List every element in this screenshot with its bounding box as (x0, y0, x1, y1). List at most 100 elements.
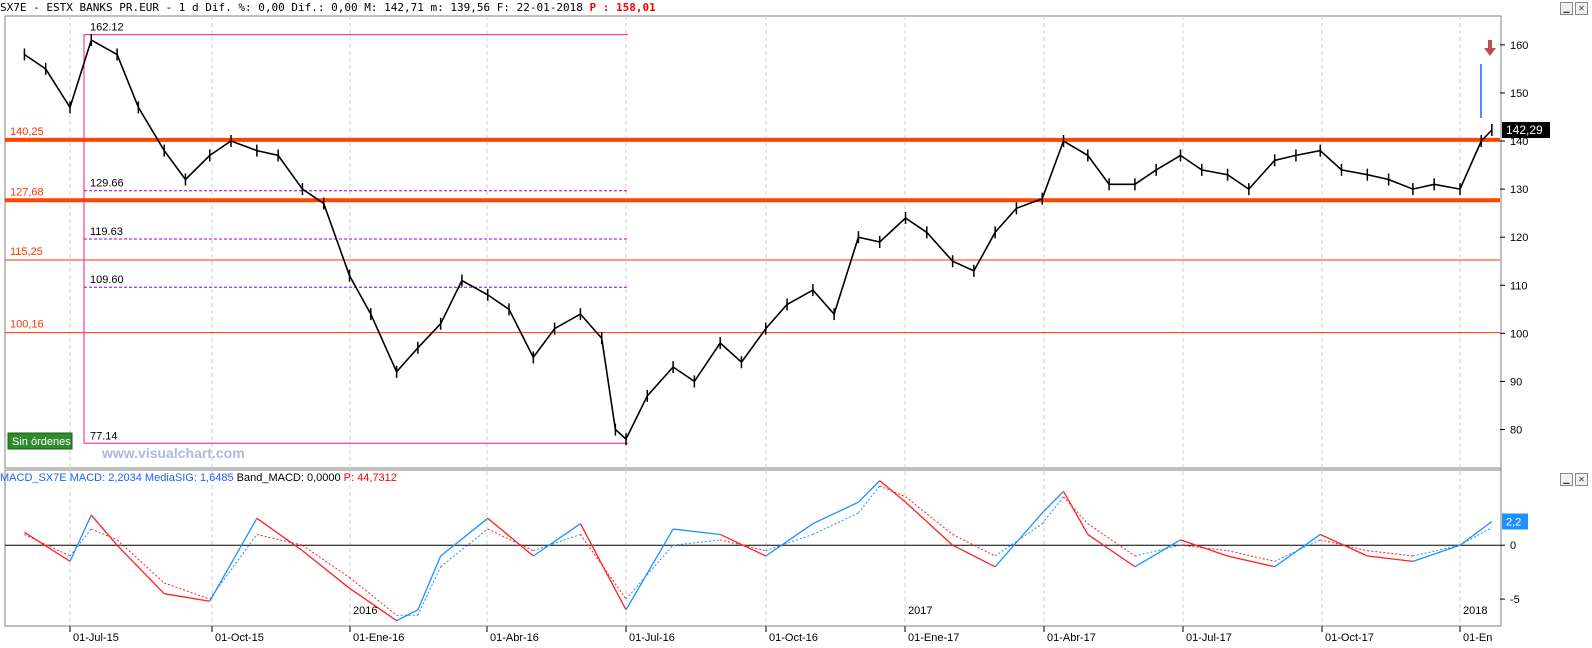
macd-segment (209, 517, 258, 602)
last-price-box (1502, 122, 1550, 139)
signal-segment (1041, 496, 1064, 525)
signal-segment (69, 528, 92, 557)
macd-segment (905, 501, 954, 546)
x-tick-label: 01-Jul-17 (1186, 632, 1232, 644)
macd-header: MACD_SX7E MACD: 2,2034 MediaSIG: 1,6485 … (0, 472, 397, 484)
macd-segment (765, 523, 814, 557)
macd-segment (1087, 533, 1136, 568)
last-price-label: 142,29 (1506, 123, 1543, 137)
macd-segment (440, 517, 489, 557)
signal-segment (994, 523, 1043, 557)
x-tick-label: 01-Oct-17 (1325, 632, 1374, 644)
status-badge-bg[interactable] (7, 432, 73, 450)
macd-value: 2,2034 (108, 472, 142, 484)
level-label: 127,68 (10, 186, 44, 198)
pct-change: 0,00 (251, 1, 285, 14)
x-tick-label: 01-Jul-15 (73, 632, 119, 644)
date-value: 22-01-2018 (510, 1, 583, 14)
watermark: www.visualchart.com (101, 445, 245, 461)
fib-label: 77.14 (90, 430, 118, 442)
year-label: 2016 (353, 605, 377, 617)
signal-segment (533, 533, 581, 552)
signal-segment (858, 485, 881, 514)
chart-header: SX7E - ESTX BANKS PR.EUR - 1 d Dif. %: 0… (0, 0, 1592, 16)
macd-segment (69, 514, 92, 562)
x-tick-label: 01-Jul-16 (629, 632, 675, 644)
macd-p-value: 44,7312 (357, 472, 397, 484)
fib-label: 129.66 (90, 178, 124, 190)
macd-segment (1134, 539, 1181, 568)
macd-segment (625, 528, 674, 611)
y-tick-label: 80 (1510, 425, 1522, 437)
signal-segment (164, 582, 210, 600)
y-tick-label: 150 (1510, 88, 1528, 100)
macd-y-tick-label: -5 (1510, 594, 1520, 606)
macd-title: MACD_SX7E (0, 472, 67, 484)
price-panel[interactable] (4, 15, 1502, 469)
macd-segment (1062, 491, 1089, 535)
x-tick-label: 01-En (1463, 632, 1492, 644)
x-tick-label: 01-Ene-17 (908, 632, 959, 644)
macd-segment (952, 544, 996, 568)
signal-segment (487, 528, 534, 552)
fib-label: 162.12 (90, 22, 124, 34)
macd-segment (396, 609, 419, 622)
minimize-icon[interactable]: ▁ (1560, 473, 1573, 486)
status-badge[interactable]: Sin órdenes (12, 436, 71, 448)
macd-last-box (1502, 513, 1528, 530)
max-value: 142,71 (377, 1, 424, 14)
year-label: 2018 (1463, 605, 1487, 617)
macd-panel-buttons: ▁ ✕ (1560, 473, 1588, 486)
period-label: 1 d (172, 1, 199, 14)
macd-segment (1412, 544, 1461, 562)
x-tick-label: 01-Abr-17 (1047, 632, 1096, 644)
macd-segment (1367, 555, 1413, 563)
macd-segment (532, 523, 581, 557)
fib-label: 109.60 (90, 274, 124, 286)
macd-segment (857, 480, 881, 503)
macd-segment (579, 523, 627, 611)
macd-segment (487, 517, 534, 557)
y-tick-label: 120 (1510, 232, 1528, 244)
signal-segment (1227, 550, 1275, 562)
level-label: 100,16 (10, 319, 44, 331)
signal-segment (1320, 539, 1368, 552)
x-tick-label: 01-Abr-16 (490, 632, 539, 644)
macd-y-tick-label: 0 (1510, 540, 1516, 552)
signal-segment (417, 566, 442, 616)
signal-segment (765, 533, 814, 552)
level-label: 140,25 (10, 126, 44, 138)
minimize-icon[interactable]: ▁ (1560, 2, 1573, 15)
signal-segment (1087, 523, 1136, 557)
signal-segment (209, 534, 258, 600)
fib-label: 119.63 (90, 226, 123, 238)
signal-segment (302, 544, 350, 578)
signal-segment (1412, 544, 1461, 557)
price-series-line (23, 38, 1493, 441)
macd-segment (24, 531, 71, 562)
macd-segment (1180, 539, 1228, 557)
macd-segment (164, 593, 210, 602)
y-tick-label: 160 (1510, 40, 1528, 52)
level-label: 115,25 (10, 246, 43, 258)
band-value: 0,0000 (306, 472, 341, 484)
macd-segment (1227, 555, 1275, 568)
close-icon[interactable]: ✕ (1575, 473, 1588, 486)
signal-segment (812, 512, 859, 535)
y-tick-label: 100 (1510, 328, 1528, 340)
min-value: 139,56 (443, 1, 491, 14)
macd-last-label: 2,2 (1506, 517, 1521, 529)
y-tick-label: 90 (1510, 376, 1522, 388)
signal-segment (580, 534, 627, 600)
signal-segment (91, 528, 118, 541)
x-tick-label: 01-Ene-16 (353, 632, 404, 644)
close-icon[interactable]: ✕ (1575, 2, 1588, 15)
signal-segment (879, 485, 906, 498)
year-label: 2017 (908, 605, 932, 617)
macd-segment (256, 517, 303, 552)
macd-segment (417, 555, 442, 611)
y-tick-label: 130 (1510, 184, 1528, 196)
macd-segment (349, 587, 397, 622)
price-panel-buttons: ▁ ✕ (1560, 2, 1588, 15)
